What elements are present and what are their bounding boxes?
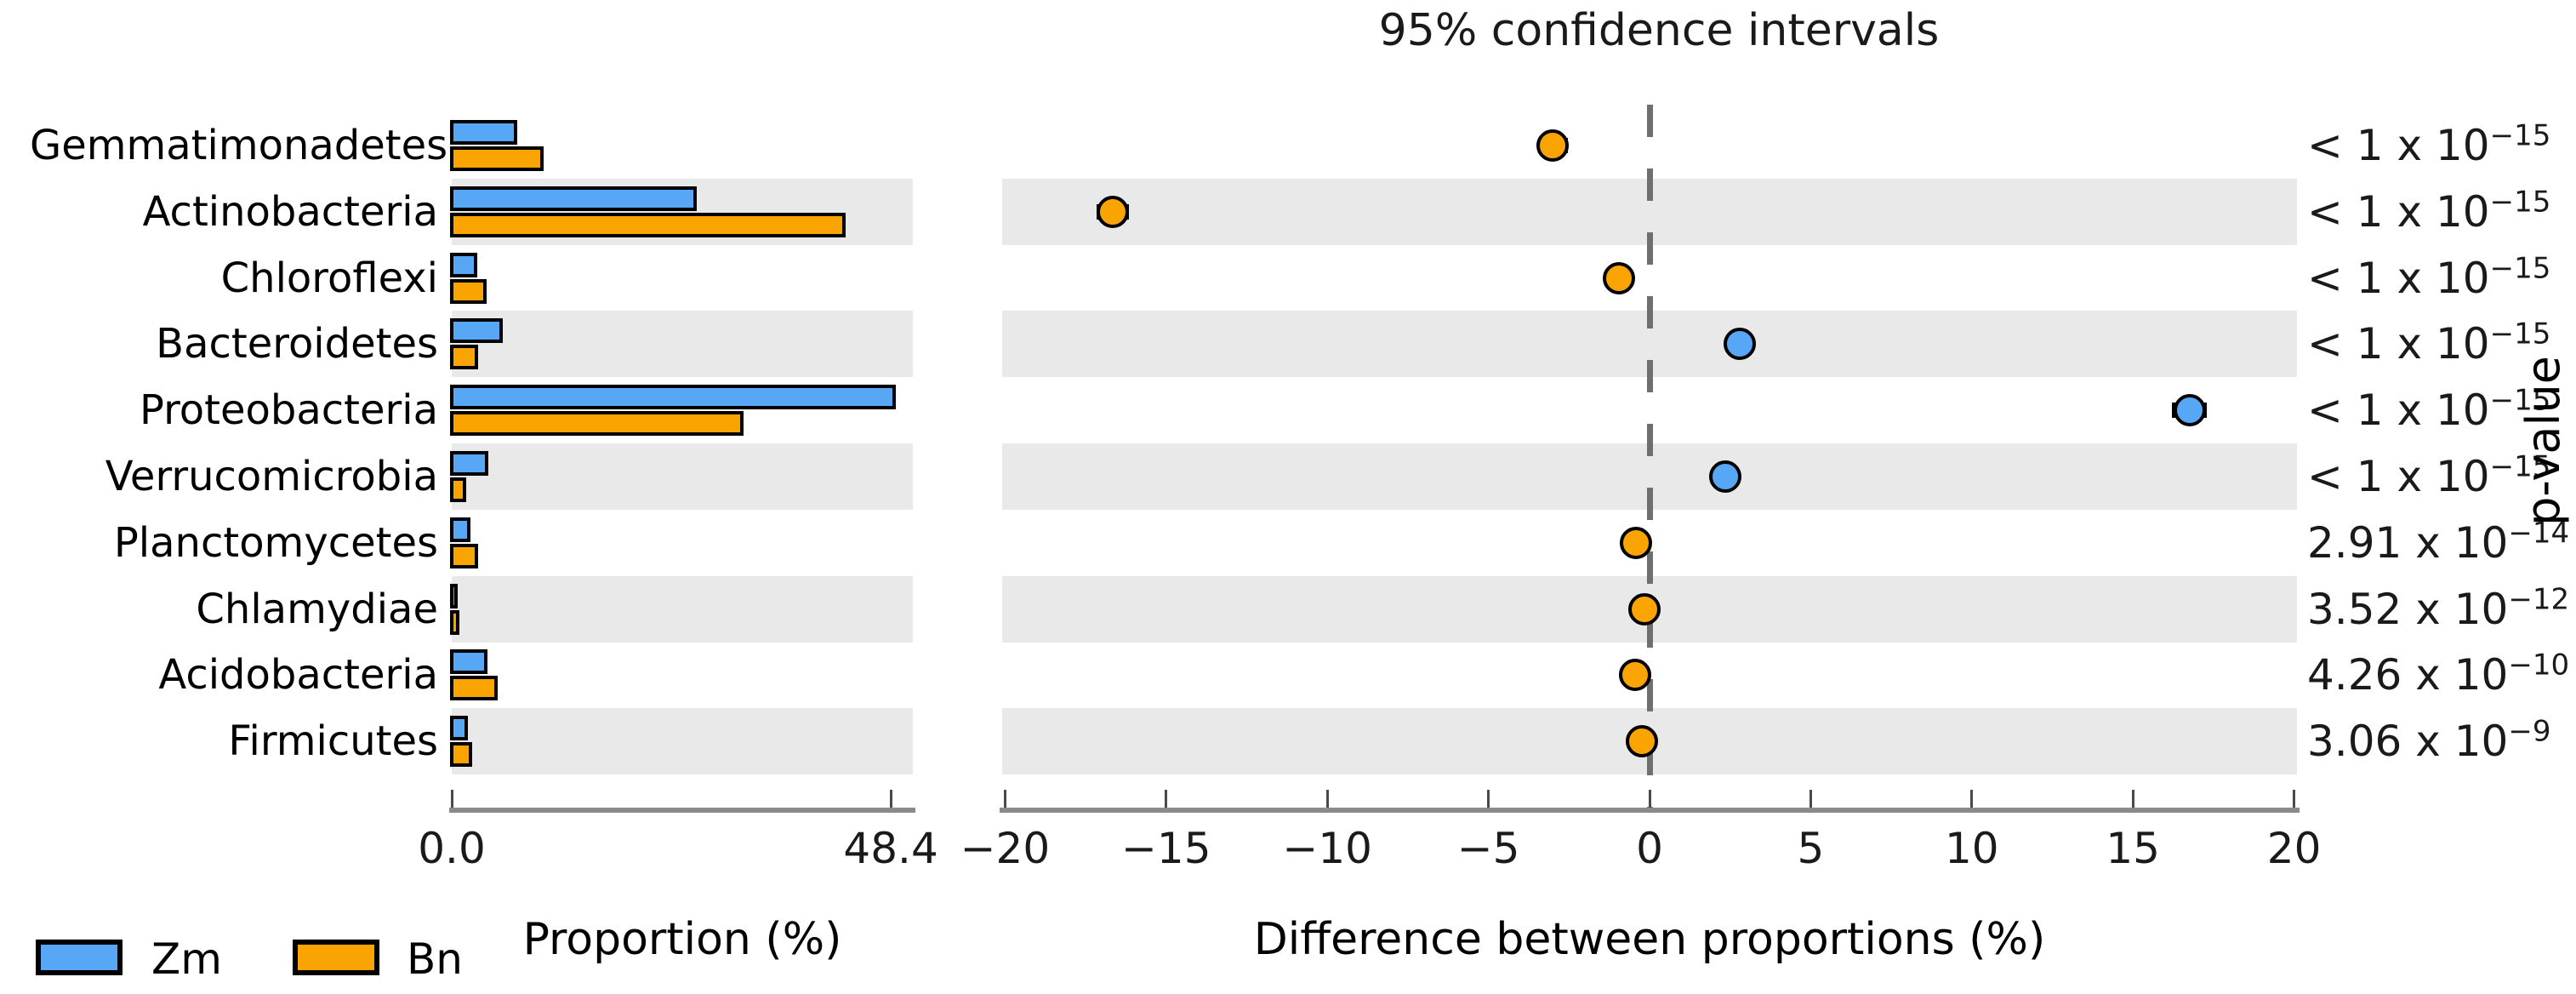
bn-proportion-bar [450,742,473,768]
left-axis-tick-label: 48.4 [843,824,938,873]
right-axis-tick [1648,790,1651,808]
p-value-exponent: −10 [2508,648,2570,683]
category-label: Bacteroidetes [156,320,438,368]
p-value-exponent: −15 [2489,317,2551,351]
difference-dot [1709,460,1741,493]
right-axis-tick [1487,790,1490,808]
zm-proportion-bar [450,318,504,344]
legend-swatch-zm [36,940,123,975]
right-axis-tick-label: 15 [2106,824,2160,873]
category-label: Chlamydiae [196,585,438,633]
right-axis-tick-label: 0 [1636,824,1663,873]
row-band-left [452,575,913,643]
p-value-exponent: −9 [2508,714,2551,749]
legend-label-zm: Zm [151,934,222,984]
right-axis-tick [2131,790,2134,808]
bn-proportion-bar [450,676,498,701]
bn-proportion-bar [450,543,478,568]
difference-dot [1625,725,1658,758]
left-axis-title: Proportion (%) [522,914,842,965]
p-value-label: 2.91 x 10−14 [2307,516,2570,568]
difference-dot [1619,659,1651,692]
difference-dot [1536,129,1570,162]
zm-proportion-bar [450,517,470,542]
p-value-label: < 1 x 10−15 [2307,185,2551,237]
category-label: Gemmatimonadetes [30,122,448,169]
bn-proportion-bar [450,609,460,635]
bn-proportion-bar [450,146,544,171]
right-axis-tick-label: −20 [960,824,1051,873]
difference-dot [1097,195,1130,228]
right-axis-tick [1325,790,1329,808]
p-value-exponent: −15 [2489,250,2551,285]
right-axis-tick-label: 10 [1944,824,1999,873]
bn-proportion-bar [450,477,466,502]
category-label: Proteobacteria [140,386,438,435]
right-axis-tick [1003,790,1006,808]
p-value-exponent: −15 [2489,118,2551,153]
right-axis-tick [2293,790,2296,808]
category-label: Planctomycetes [113,518,438,567]
category-label: Firmicutes [228,717,438,766]
right-axis-tick-label: −5 [1456,824,1520,873]
left-axis-tick [889,790,892,808]
p-value-label: < 1 x 10−15 [2307,118,2551,170]
p-value-label: 3.06 x 10−9 [2307,714,2551,767]
p-value-label: < 1 x 10−15 [2307,449,2551,501]
p-value-exponent: −14 [2508,516,2570,551]
right-axis-tick [1970,790,1974,808]
row-band-left [452,443,913,510]
p-value-label: < 1 x 10−15 [2307,317,2551,369]
difference-dot [1603,261,1635,294]
category-label: Verrucomicrobia [105,453,438,500]
p-value-label: 4.26 x 10−10 [2307,648,2570,700]
category-label: Chloroflexi [220,254,438,302]
p-value-exponent: −15 [2489,449,2551,484]
bn-proportion-bar [450,212,846,237]
category-label: Acidobacteria [158,651,438,700]
right-axis-tick-label: −15 [1121,824,1211,873]
right-axis-title: Difference between proportions (%) [1253,914,2046,965]
bn-proportion-bar [450,278,487,304]
legend-label-bn: Bn [407,934,463,984]
zm-proportion-bar [450,186,697,211]
row-band-left [452,708,913,775]
right-axis-tick [1809,790,1812,808]
row-band-left [452,311,913,378]
chart-title: 95% confidence intervals [1378,5,1940,56]
zm-proportion-bar [450,252,477,277]
zm-proportion-bar [450,385,897,410]
p-value-exponent: −12 [2508,581,2570,616]
difference-dot [1724,328,1757,361]
right-axis-tick-label: 20 [2266,824,2322,873]
p-value-exponent: −15 [2489,383,2551,418]
left-axis-tick-label: 0.0 [418,824,486,873]
left-axis-tick [450,790,453,808]
pvalue-axis-label: p-value [2516,356,2570,526]
p-value-exponent: −15 [2489,185,2551,220]
zm-proportion-bar [450,120,518,145]
p-value-label: < 1 x 10−15 [2307,250,2551,303]
difference-dot [1620,526,1653,559]
zm-proportion-bar [450,649,488,675]
category-label: Actinobacteria [142,187,438,236]
zm-proportion-bar [450,716,468,741]
difference-dot [1628,592,1661,626]
right-axis-line [1000,808,2300,813]
zero-reference-line [1646,105,1653,808]
difference-dot [2173,394,2206,427]
right-axis-tick-label: 5 [1797,824,1825,873]
right-axis-tick [1165,790,1168,808]
p-value-label: < 1 x 10−15 [2307,383,2551,436]
p-value-label: 3.52 x 10−12 [2307,581,2570,634]
zm-proportion-bar [450,451,489,476]
bn-proportion-bar [450,411,744,437]
right-axis-tick-label: −10 [1282,824,1372,873]
zm-proportion-bar [450,583,458,608]
legend-swatch-bn [293,940,379,975]
bn-proportion-bar [450,345,478,370]
left-axis-line [449,808,915,813]
